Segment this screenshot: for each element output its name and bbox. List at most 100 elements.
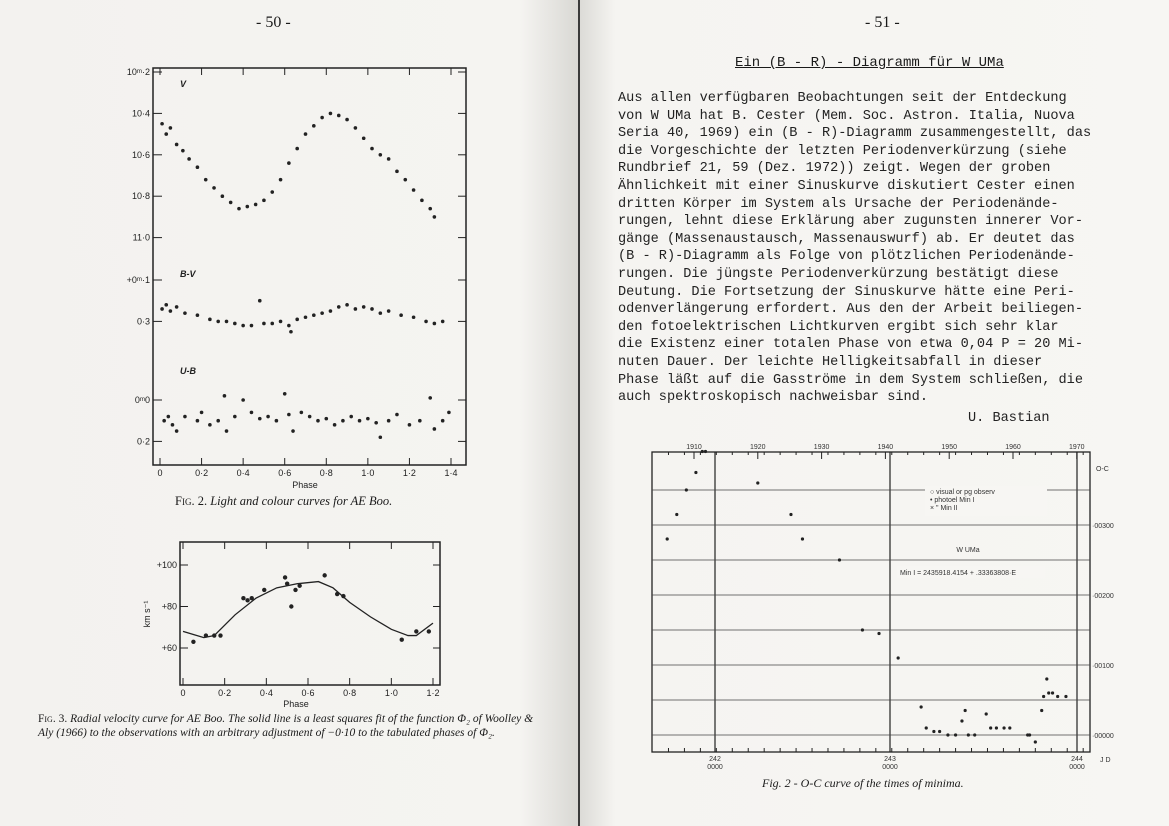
data-point <box>174 429 179 433</box>
data-point <box>274 418 279 423</box>
data-point <box>322 573 327 578</box>
data-point <box>195 313 200 317</box>
data-point <box>216 319 220 324</box>
data-point <box>800 537 805 541</box>
data-point <box>208 423 212 427</box>
data-point <box>336 305 341 309</box>
data-point <box>297 583 302 588</box>
data-point <box>432 215 437 219</box>
data-point <box>295 146 299 151</box>
data-point <box>932 729 936 734</box>
x-tick-label: 1·2 <box>426 688 439 698</box>
y-tick-label: ·00300 <box>1092 523 1114 530</box>
data-point <box>414 629 419 634</box>
data-point <box>328 309 333 313</box>
data-point <box>212 186 216 190</box>
data-point <box>860 628 865 632</box>
data-point <box>241 323 245 328</box>
data-point <box>174 305 179 309</box>
bottom-tick-label: 242 <box>709 756 721 763</box>
data-point <box>187 157 191 161</box>
data-point <box>262 587 267 593</box>
data-point <box>938 729 942 734</box>
data-point <box>162 418 166 423</box>
data-point <box>312 313 316 317</box>
data-point <box>241 398 245 402</box>
data-point <box>183 311 187 315</box>
data-point <box>378 435 383 440</box>
data-point <box>684 488 688 492</box>
data-point <box>361 305 366 309</box>
body-line: rungen, lehnt diese Erklärung aber zugun… <box>618 214 1083 230</box>
legend-entry: ○ visual or pg observ <box>930 489 995 496</box>
data-point <box>341 418 345 423</box>
data-point <box>994 726 999 730</box>
data-point <box>418 418 422 423</box>
data-point <box>278 319 283 324</box>
oc-caption: Fig. 2 - O-C curve of the times of minim… <box>762 776 964 790</box>
y-tick-label: ·00200 <box>1092 593 1114 600</box>
data-point <box>353 126 358 130</box>
y-tick-label: 0ᵐ0 <box>135 395 150 405</box>
data-point <box>287 412 291 417</box>
data-point <box>370 146 374 151</box>
panel-label: U-B <box>180 366 196 376</box>
caption-text: Light and colour curves for AE Boo. <box>210 494 393 508</box>
data-point <box>199 410 204 415</box>
x-axis-label: Phase <box>283 699 309 709</box>
data-point <box>307 414 312 419</box>
data-point <box>877 631 881 636</box>
x-tick-label: 0·4 <box>260 688 273 698</box>
fig3-caption: Fig. 3. Radial velocity curve for AE Boo… <box>38 712 543 740</box>
data-point <box>278 177 283 182</box>
page-number: - 50 - <box>256 14 291 31</box>
y-tick-label: 10·8 <box>132 191 150 201</box>
data-point <box>432 427 437 431</box>
x-tick-label: 0·2 <box>218 688 231 698</box>
body-line: Seria 40, 1969) ein (B - R)-Diagramm zus… <box>618 126 1092 142</box>
x-tick-label: 0·4 <box>237 468 250 478</box>
data-point <box>447 410 451 415</box>
x-axis-label: J D <box>1100 757 1111 764</box>
data-point <box>973 733 977 737</box>
y-tick-label: 11·0 <box>133 233 150 243</box>
data-point <box>282 391 287 396</box>
data-point <box>403 177 408 182</box>
data-point <box>224 319 229 324</box>
top-tick-label: 1920 <box>750 444 766 451</box>
caption-text: Radial velocity curve for AE Boo. The so… <box>38 713 534 739</box>
x-axis-label: Phase <box>292 480 318 490</box>
data-point <box>407 423 412 427</box>
data-point <box>303 132 308 136</box>
body-line: Rundbrief 21, 59 (Dez. 1972)) zeigt. Weg… <box>618 161 1051 177</box>
x-tick-label: 1·0 <box>385 688 398 698</box>
data-point <box>295 317 299 322</box>
data-point <box>220 194 225 198</box>
data-point <box>984 712 988 716</box>
x-tick-label: 1·2 <box>403 468 416 478</box>
data-point <box>345 117 349 122</box>
data-point <box>1027 733 1032 737</box>
x-tick-label: 1·0 <box>361 468 374 478</box>
data-point <box>756 481 760 485</box>
data-point <box>291 429 295 433</box>
body-line: Phase läßt auf die Gasströme in dem Syst… <box>618 372 1083 388</box>
bottom-tick-label-sub: 0000 <box>707 764 723 771</box>
data-point <box>282 575 288 580</box>
author: U. Bastian <box>968 411 1050 426</box>
data-point <box>289 604 294 609</box>
data-point <box>324 416 329 421</box>
panel-label: B-V <box>180 269 196 279</box>
data-point <box>160 307 164 311</box>
x-tick-label: 0 <box>180 688 185 698</box>
data-point <box>432 321 437 326</box>
data-point <box>386 157 391 161</box>
data-point <box>249 323 254 328</box>
body-line: den fotoelektrischen Lichtkurven ergibt … <box>618 319 1059 335</box>
data-point <box>395 169 399 174</box>
data-point <box>919 705 923 709</box>
data-point <box>837 558 842 562</box>
data-point <box>208 317 212 322</box>
data-point <box>366 416 370 421</box>
